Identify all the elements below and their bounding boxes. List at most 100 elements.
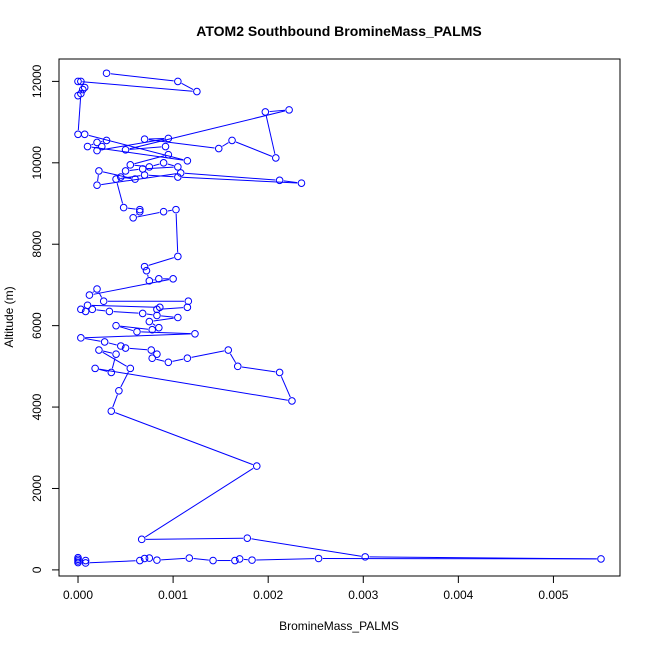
data-point (193, 87, 201, 96)
data-point (74, 77, 82, 86)
series-segment (161, 315, 174, 318)
data-point (121, 344, 130, 352)
x-tick-label: 0.005 (538, 588, 568, 602)
chart-title: ATOM2 Southbound BromineMass_PALMS (196, 23, 481, 39)
data-point (74, 130, 82, 139)
data-point (148, 325, 156, 334)
data-point (100, 338, 109, 346)
series-segment (141, 331, 191, 335)
series-segment (134, 155, 165, 165)
series-segment (265, 115, 276, 154)
data-point (80, 83, 89, 92)
series-segment (222, 142, 229, 147)
data-point (153, 311, 161, 320)
data-point (80, 130, 89, 139)
data-point (145, 317, 154, 326)
data-point (252, 462, 261, 470)
series-segment (129, 168, 139, 171)
data-point (145, 163, 154, 171)
data-point (224, 346, 233, 354)
data-point (95, 346, 103, 354)
data-point (93, 138, 101, 147)
data-point (131, 175, 139, 183)
data-point (102, 136, 111, 145)
data-point (88, 305, 97, 314)
series-segment (120, 371, 129, 388)
data-point (77, 77, 85, 86)
data-point (115, 386, 123, 395)
series-segment (144, 467, 254, 538)
data-point (597, 555, 605, 563)
series-segment (153, 163, 160, 167)
series-segment (91, 143, 94, 146)
series-segment (82, 81, 193, 92)
series-segment (92, 291, 95, 293)
x-tick-label: 0.003 (348, 588, 378, 602)
data-point (142, 266, 151, 275)
data-point (121, 145, 130, 154)
data-point (81, 556, 90, 565)
data-point (243, 534, 252, 542)
data-point (93, 181, 101, 189)
data-point (153, 556, 161, 564)
series-segment (120, 325, 149, 330)
series-segment (161, 307, 184, 310)
series-segment (175, 213, 179, 253)
data-point (172, 205, 180, 214)
series-segment (99, 368, 108, 372)
series-segment (134, 164, 146, 167)
series-segment (172, 358, 184, 362)
data-point (140, 262, 149, 271)
data-point (136, 556, 144, 565)
series-segment (98, 292, 103, 298)
x-tick-label: 0.004 (443, 588, 473, 602)
data-point (148, 354, 156, 363)
series-segment (99, 368, 288, 401)
series-segment (91, 304, 156, 308)
data-point (74, 553, 82, 562)
y-tick-label: 4000 (30, 393, 44, 420)
series-segment (110, 73, 174, 82)
data-point (174, 163, 182, 171)
data-point (119, 203, 128, 212)
data-point (140, 554, 149, 563)
data-point (81, 307, 90, 316)
data-point (228, 136, 236, 145)
series-segment (116, 183, 124, 204)
data-point (191, 329, 199, 338)
data-point (77, 89, 85, 98)
series-segment (182, 176, 298, 184)
series-segment (77, 97, 82, 131)
series-segment (181, 82, 194, 91)
data-point (184, 297, 193, 306)
data-point (112, 350, 120, 358)
series-layer (74, 69, 605, 567)
data-point (153, 350, 161, 358)
data-point (133, 327, 141, 336)
data-point (136, 205, 144, 214)
series-segment (280, 376, 291, 398)
x-tick-label: 0.002 (253, 588, 283, 602)
y-tick-label: 8000 (30, 231, 44, 258)
series-segment (93, 279, 170, 295)
series-segment (241, 366, 276, 373)
data-point (174, 313, 182, 322)
data-point (159, 159, 168, 167)
data-point (271, 154, 280, 162)
data-point (145, 277, 154, 285)
series-segment (153, 317, 174, 322)
data-point (231, 556, 239, 565)
series-segment (256, 558, 315, 561)
data-point (183, 354, 192, 363)
series-segment (97, 175, 99, 182)
data-point (102, 69, 111, 78)
data-point (214, 144, 223, 153)
x-tick-label: 0.001 (158, 588, 188, 602)
data-point (183, 303, 192, 312)
series-segment (148, 174, 174, 178)
y-tick-label: 12000 (30, 64, 44, 98)
data-point (129, 213, 137, 222)
data-point (164, 150, 173, 159)
data-point (235, 555, 244, 563)
series-segment (193, 558, 209, 561)
